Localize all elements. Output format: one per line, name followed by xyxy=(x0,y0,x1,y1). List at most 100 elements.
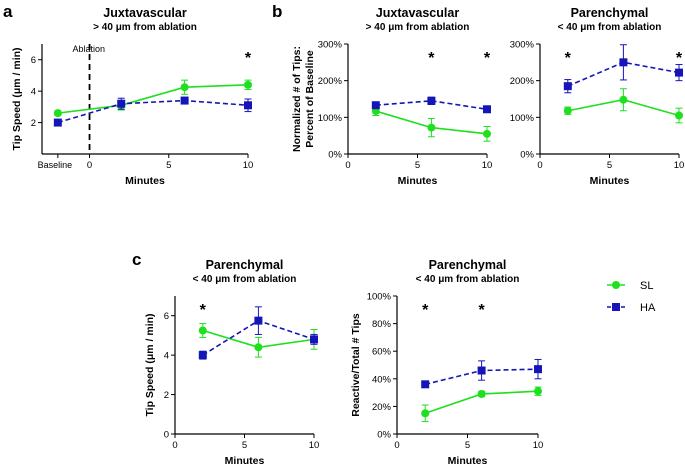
legend-sl-label: SL xyxy=(640,280,653,292)
y-axis-label: Tip Speed (μm / min) xyxy=(11,47,23,150)
x-axis-label: Minutes xyxy=(590,175,630,187)
data-point-sl xyxy=(483,129,491,138)
legend-sl-marker xyxy=(612,281,620,289)
x-tick-label: 10 xyxy=(243,160,254,171)
y-tick-label: 6 xyxy=(31,55,36,66)
y-axis-label-line2: Percent of Baseline xyxy=(304,50,316,148)
chart-panel-a: Juxtavascular > 40 μm from ablation 2 4 6 0 5 1… xyxy=(11,6,253,187)
data-point-ha xyxy=(477,366,486,375)
data-point-ha xyxy=(310,335,318,344)
chart-subtitle: < 40 μm from ablation xyxy=(558,22,662,33)
x-tick-label: 10 xyxy=(482,160,493,171)
chart-subtitle: < 40 μm from ablation xyxy=(416,274,520,285)
x-tick-label: 0 xyxy=(394,440,399,451)
data-point-ha xyxy=(254,316,263,325)
data-point-sl xyxy=(198,326,207,335)
x-tick-label: 5 xyxy=(465,440,470,451)
data-point-ha xyxy=(244,101,252,110)
data-point-ha xyxy=(53,118,62,127)
x-axis-label: Minutes xyxy=(225,455,265,467)
y-tick-label: 100% xyxy=(510,113,535,124)
series-line-sl xyxy=(57,84,249,114)
x-tick-label: 5 xyxy=(166,160,171,171)
baseline-label: Baseline xyxy=(38,160,73,170)
x-tick-label: 0 xyxy=(537,160,542,171)
y-tick-label: 100% xyxy=(367,292,392,303)
data-point-ha xyxy=(180,96,189,105)
chart-title: Juxtavascular xyxy=(103,6,187,20)
data-point-ha xyxy=(483,105,491,114)
data-point-sl xyxy=(534,387,542,396)
legend: SL HA xyxy=(607,280,656,314)
x-tick-label: 10 xyxy=(533,440,544,451)
panel-letter-a: a xyxy=(3,2,13,21)
x-tick-label: 0 xyxy=(87,160,92,171)
x-tick-label: 10 xyxy=(309,440,320,451)
y-tick-label: 0% xyxy=(377,430,391,441)
y-tick-label: 300% xyxy=(318,40,343,51)
chart-panel-c-reactive-tips: Parenchymal < 40 μm from ablation 0% 20% 40%… xyxy=(350,258,543,467)
y-tick-label: 0% xyxy=(520,150,534,161)
y-tick-label: 6 xyxy=(164,311,169,322)
significance-star: * xyxy=(428,50,435,67)
significance-star: * xyxy=(565,50,572,67)
chart-title: Juxtavascular xyxy=(376,6,460,20)
y-tick-label: 60% xyxy=(372,347,392,358)
data-point-ha xyxy=(563,82,572,91)
panel-letter-b: b xyxy=(272,2,282,21)
data-point-ha xyxy=(198,351,207,360)
significance-star: * xyxy=(676,50,683,67)
x-tick-label: 5 xyxy=(415,160,420,171)
significance-star: * xyxy=(478,302,485,319)
y-tick-label: 300% xyxy=(510,40,535,51)
y-tick-label: 80% xyxy=(372,319,392,330)
chart-subtitle: > 40 μm from ablation xyxy=(93,22,197,33)
y-axis-label: Normalized # of Tips: xyxy=(291,46,303,152)
data-point-sl xyxy=(477,389,486,398)
data-point-ha xyxy=(534,365,542,374)
data-point-sl xyxy=(619,95,628,104)
x-tick-label: 5 xyxy=(607,160,612,171)
y-tick-label: 0% xyxy=(328,150,342,161)
data-point-ha xyxy=(675,68,683,77)
x-tick-label: 0 xyxy=(345,160,350,171)
x-tick-label: 0 xyxy=(172,440,177,451)
y-tick-label: 40% xyxy=(372,374,392,385)
data-point-sl xyxy=(180,83,189,92)
legend-ha-label: HA xyxy=(640,302,656,314)
legend-ha-marker xyxy=(612,303,620,311)
data-point-sl xyxy=(254,343,263,352)
y-tick-label: 200% xyxy=(318,76,343,87)
x-tick-label: 10 xyxy=(674,160,685,171)
x-axis-label: Minutes xyxy=(398,175,438,187)
data-point-sl xyxy=(563,106,572,115)
chart-title: Parenchymal xyxy=(206,258,284,272)
chart-subtitle: > 40 μm from ablation xyxy=(366,22,470,33)
y-tick-label: 200% xyxy=(510,76,535,87)
chart-panel-c-tip-speed: Parenchymal < 40 μm from ablation 0 2 4 6 0 5 10… xyxy=(144,258,319,467)
data-point-ha xyxy=(427,96,436,105)
ablation-label: Ablation xyxy=(73,44,106,54)
chart-title: Parenchymal xyxy=(571,6,649,20)
data-point-sl xyxy=(675,111,683,120)
y-tick-label: 2 xyxy=(164,390,169,401)
data-point-ha xyxy=(117,99,126,108)
x-tick-label: 5 xyxy=(242,440,247,451)
panel-letter-c: c xyxy=(132,250,141,269)
data-point-sl xyxy=(421,409,430,418)
data-point-ha xyxy=(421,380,430,389)
x-axis-label: Minutes xyxy=(125,175,165,187)
series-line-ha xyxy=(57,99,249,124)
significance-star: * xyxy=(200,302,207,319)
y-tick-label: 2 xyxy=(31,118,36,129)
y-tick-label: 4 xyxy=(31,87,36,98)
chart-subtitle: < 40 μm from ablation xyxy=(193,274,297,285)
y-tick-label: 100% xyxy=(318,113,343,124)
y-tick-label: 20% xyxy=(372,402,392,413)
chart-panel-b-parenchymal: Parenchymal < 40 μm from ablation 0% 100% 20… xyxy=(510,6,685,187)
significance-star: * xyxy=(245,50,252,67)
data-point-sl xyxy=(53,109,62,118)
series-line-ha xyxy=(375,100,488,111)
chart-title: Parenchymal xyxy=(429,258,507,272)
data-point-sl xyxy=(244,80,252,89)
